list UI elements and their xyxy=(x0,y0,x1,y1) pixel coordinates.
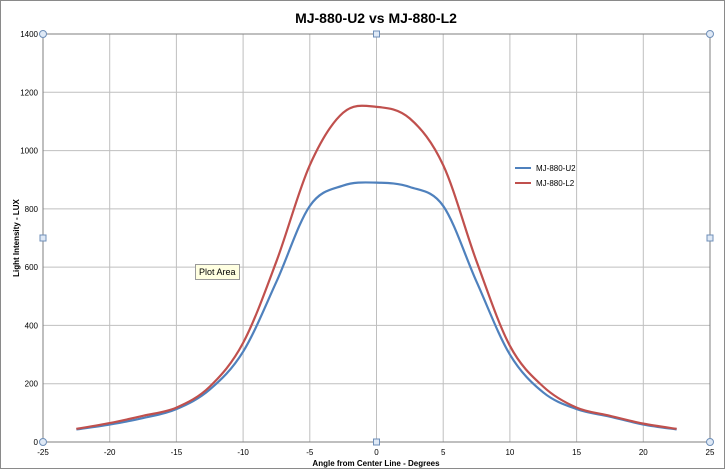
series-line-mj-880-u2 xyxy=(76,181,677,431)
chart-title: MJ-880-U2 vs MJ-880-L2 xyxy=(295,10,457,26)
x-tick-label: -20 xyxy=(104,448,116,457)
gridlines xyxy=(42,33,711,443)
resize-handle[interactable] xyxy=(373,438,380,446)
y-tick-label: 1200 xyxy=(20,88,38,97)
legend-entry: MJ-880-L2 xyxy=(536,179,575,188)
y-tick-label: 200 xyxy=(25,380,39,389)
resize-handle[interactable] xyxy=(706,30,714,38)
y-tick-label: 600 xyxy=(25,263,39,272)
x-tick-label: -15 xyxy=(171,448,183,457)
x-tick-label: -25 xyxy=(37,448,49,457)
y-tick-label: 1000 xyxy=(20,147,38,156)
x-tick-label: 20 xyxy=(639,448,648,457)
x-tick-label: 15 xyxy=(572,448,581,457)
x-tick-label: 10 xyxy=(505,448,514,457)
y-tick-labels: 0 200 400 600 800 1000 1200 1400 xyxy=(20,30,38,447)
y-tick-label: 1400 xyxy=(20,30,38,39)
resize-handle[interactable] xyxy=(39,438,47,446)
series-lines xyxy=(76,104,677,431)
x-tick-label: 25 xyxy=(706,448,715,457)
plot-area-tooltip: Plot Area xyxy=(195,264,240,280)
resize-handle[interactable] xyxy=(706,234,714,242)
x-tick-label: 0 xyxy=(374,448,379,457)
x-tick-label: -5 xyxy=(306,448,314,457)
resize-handle[interactable] xyxy=(706,438,714,446)
legend[interactable]: MJ-880-U2 MJ-880-L2 xyxy=(515,164,576,188)
y-tick-label: 800 xyxy=(25,205,39,214)
legend-entry: MJ-880-U2 xyxy=(536,164,576,173)
x-tick-labels: -25 -20 -15 -10 -5 0 5 10 15 20 25 xyxy=(37,448,715,457)
resize-handle[interactable] xyxy=(373,30,380,38)
x-tick-label: -10 xyxy=(237,448,249,457)
y-tick-label: 0 xyxy=(34,438,39,447)
x-tick-label: 5 xyxy=(441,448,446,457)
series-line-mj-880-l2 xyxy=(76,104,677,430)
x-axis-title: Angle from Center Line - Degrees xyxy=(312,459,440,468)
y-axis-title: Light Intensity - LUX xyxy=(12,198,21,276)
y-tick-label: 400 xyxy=(25,321,39,330)
resize-handle[interactable] xyxy=(39,234,47,242)
resize-handle[interactable] xyxy=(39,30,47,38)
selection-handles[interactable] xyxy=(39,30,714,446)
